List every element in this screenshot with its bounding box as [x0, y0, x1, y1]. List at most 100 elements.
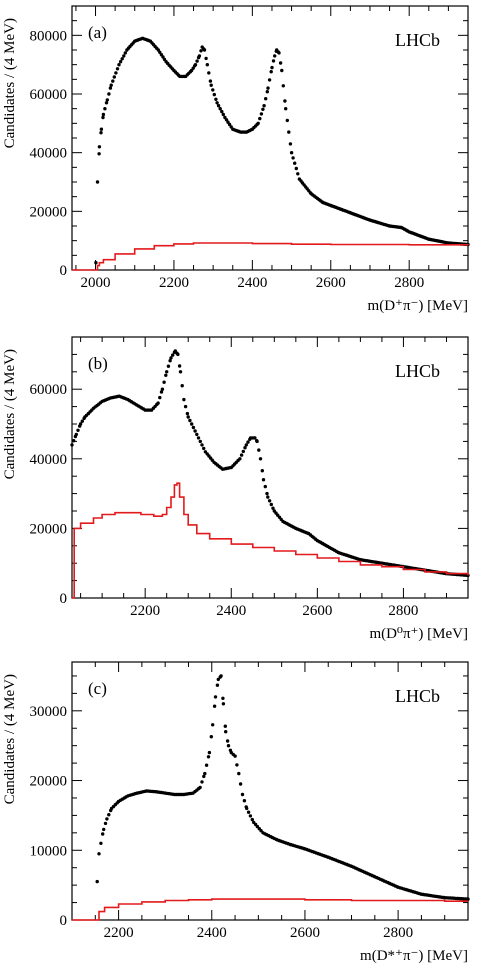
- data-point: [296, 172, 300, 176]
- data-point: [115, 67, 120, 71]
- data-point: [78, 422, 83, 426]
- x-axis-title: m(D*⁺π⁻) [MeV]: [360, 948, 468, 964]
- x-tick-label: 2400: [216, 603, 246, 619]
- data-point: [195, 59, 199, 63]
- y-tick-label: 40000: [30, 452, 68, 468]
- data-point: [248, 814, 253, 818]
- data-point: [237, 771, 241, 776]
- experiment-label: LHCb: [395, 30, 440, 50]
- data-point: [195, 432, 199, 437]
- data-point: [215, 683, 220, 687]
- data-point: [258, 457, 263, 461]
- data-point: [261, 107, 265, 112]
- data-point: [264, 97, 268, 101]
- chart-panel: 2200 2400 2600 2800 0 10000 20000 30000 (c) LHCb m…: [2, 661, 470, 964]
- data-point: [101, 115, 105, 120]
- panel-label: (a): [88, 23, 107, 42]
- data-point: [283, 99, 287, 103]
- data-point: [262, 104, 266, 108]
- y-axis-title: Candidates / (4 MeV): [2, 674, 18, 804]
- data-point: [291, 156, 295, 160]
- data-point: [95, 879, 99, 884]
- data-point: [169, 356, 173, 360]
- data-point: [218, 107, 222, 111]
- data-point: [74, 432, 79, 437]
- experiment-label: LHCb: [395, 686, 440, 706]
- data-points: [70, 349, 470, 578]
- data-point: [239, 453, 244, 457]
- data-point: [293, 161, 297, 165]
- experiment-label: LHCb: [395, 361, 440, 381]
- data-point: [70, 443, 74, 447]
- data-point: [176, 352, 180, 357]
- data-point: [105, 98, 110, 102]
- data-point: [103, 107, 107, 111]
- data-point: [216, 104, 221, 108]
- x-axis-title: m(D⁰π⁺) [MeV]: [369, 626, 468, 642]
- y-tick-label: 20000: [30, 774, 68, 790]
- panel-label: (b): [88, 354, 108, 373]
- data-point: [466, 897, 470, 901]
- data-point: [204, 763, 209, 767]
- x-tick-label: 2400: [237, 275, 267, 291]
- data-point: [99, 127, 104, 131]
- data-point: [205, 62, 209, 67]
- data-point: [259, 112, 264, 116]
- x-tick-label: 2200: [104, 925, 134, 941]
- data-points: [95, 674, 470, 901]
- data-point: [223, 724, 227, 728]
- data-point: [266, 86, 270, 90]
- data-point: [114, 71, 118, 75]
- y-tick-label: 80000: [30, 28, 68, 44]
- data-point: [101, 112, 106, 117]
- data-point: [162, 380, 166, 384]
- data-point: [95, 180, 100, 184]
- data-point: [263, 484, 267, 489]
- data-point: [227, 122, 232, 127]
- y-tick-label: 20000: [30, 521, 68, 537]
- data-point: [216, 677, 220, 682]
- data-point: [220, 109, 224, 114]
- data-point: [171, 353, 175, 357]
- data-point: [200, 780, 204, 784]
- data-point: [285, 118, 289, 123]
- data-point: [265, 90, 269, 94]
- data-point: [123, 51, 128, 55]
- data-point: [250, 817, 254, 822]
- data-point: [178, 370, 183, 374]
- data-point: [265, 491, 269, 496]
- x-tick-label: 2600: [302, 603, 332, 619]
- y-axis-title: Candidates / (4 MeV): [2, 349, 18, 479]
- data-point: [287, 130, 291, 134]
- data-point: [108, 86, 113, 90]
- data-point: [221, 112, 225, 117]
- data-point: [215, 101, 219, 105]
- data-point: [212, 704, 217, 708]
- data-point: [104, 101, 109, 105]
- x-tick-label: 2800: [383, 925, 413, 941]
- plot-frame: [71, 661, 469, 921]
- data-point: [112, 75, 117, 79]
- data-point: [211, 723, 215, 727]
- data-point: [212, 92, 216, 97]
- data-point: [80, 419, 85, 423]
- data-point: [158, 395, 162, 400]
- data-point: [107, 92, 111, 96]
- data-point: [168, 359, 172, 363]
- data-point: [233, 754, 237, 758]
- data-point: [117, 62, 121, 67]
- data-point: [214, 97, 218, 102]
- y-tick-label: 40000: [30, 146, 68, 162]
- data-point: [241, 449, 245, 454]
- data-point: [99, 131, 103, 135]
- data-point: [221, 702, 226, 706]
- data-point: [196, 436, 201, 440]
- data-point: [261, 478, 266, 482]
- data-point: [203, 771, 207, 776]
- y-tick-label: 0: [60, 913, 68, 929]
- x-tick-label: 2600: [316, 275, 346, 291]
- data-point: [198, 439, 202, 444]
- data-point: [267, 499, 272, 503]
- data-point: [159, 390, 164, 394]
- data-point: [246, 810, 251, 814]
